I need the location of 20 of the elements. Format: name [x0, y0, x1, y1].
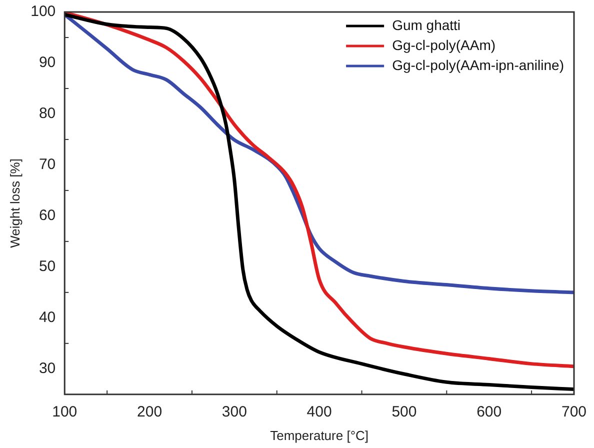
y-axis-title: Weight loss [%]: [7, 158, 22, 248]
x-tick-label: 400: [306, 404, 332, 421]
x-tick-label: 600: [476, 404, 502, 421]
legend-label: Gg-cl-poly(AAm-ipn-aniline): [392, 56, 564, 73]
x-tick-label: 300: [222, 404, 247, 421]
y-tick-label: 60: [38, 207, 56, 224]
y-tick-label: 70: [38, 156, 56, 174]
x-axis-title: Temperature [°C]: [270, 428, 369, 443]
x-tick-label: 500: [392, 404, 417, 421]
x-tick-label: 200: [137, 404, 162, 421]
legend-label: Gg-cl-poly(AAm): [392, 36, 496, 53]
y-tick-label: 80: [38, 105, 56, 122]
x-tick-label: 100: [52, 404, 78, 421]
y-tick-label: 40: [38, 309, 56, 326]
y-tick-label: 100: [30, 3, 56, 20]
y-tick-label: 50: [38, 258, 56, 276]
y-tick-label: 90: [38, 54, 56, 72]
legend-label: Gum ghatti: [392, 16, 461, 33]
y-tick-label: 30: [38, 360, 56, 378]
x-tick-label: 700: [561, 404, 587, 421]
